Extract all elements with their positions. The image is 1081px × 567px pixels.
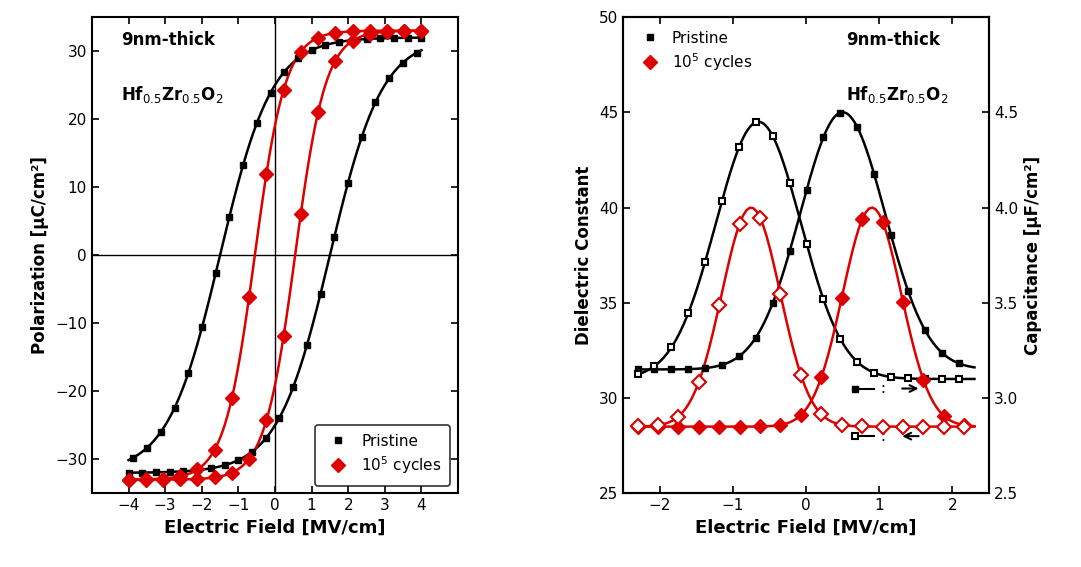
Pristine — [383, 75, 396, 82]
Pristine — [935, 349, 948, 356]
10$^5$ cycles — [958, 422, 971, 429]
10$^5$ cycles — [329, 57, 342, 64]
10$^5$ cycles — [157, 476, 170, 483]
Pristine — [136, 469, 149, 476]
Pristine — [783, 248, 796, 255]
10$^5$ cycles — [294, 210, 307, 217]
X-axis label: Electric Field [MV/cm]: Electric Field [MV/cm] — [164, 519, 386, 537]
10$^5$ cycles — [346, 37, 359, 44]
Text: Hf$_{0.5}$Zr$_{0.5}$O$_2$: Hf$_{0.5}$Zr$_{0.5}$O$_2$ — [121, 84, 224, 105]
10$^5$ cycles — [631, 423, 644, 430]
Pristine — [259, 435, 272, 442]
10$^5$ cycles — [226, 469, 239, 476]
Pristine — [733, 353, 746, 360]
Text: :: : — [876, 429, 885, 443]
Pristine — [245, 448, 258, 455]
Pristine — [884, 232, 897, 239]
10$^5$ cycles — [836, 294, 849, 301]
Pristine — [833, 109, 846, 116]
Line: 10$^5$ cycles: 10$^5$ cycles — [632, 214, 970, 431]
Pristine — [952, 360, 965, 367]
Pristine — [328, 234, 341, 240]
10$^5$ cycles — [692, 423, 705, 430]
Y-axis label: Capacitance [μF/cm²]: Capacitance [μF/cm²] — [1024, 155, 1042, 355]
Pristine — [301, 342, 313, 349]
10$^5$ cycles — [896, 298, 909, 305]
Pristine — [868, 171, 881, 177]
Pristine — [648, 366, 660, 373]
Pristine — [177, 468, 190, 475]
Pristine — [204, 465, 217, 472]
Pristine — [919, 327, 932, 333]
Line: Pristine: Pristine — [635, 109, 962, 373]
10$^5$ cycles — [259, 417, 272, 424]
10$^5$ cycles — [753, 423, 766, 430]
Pristine — [397, 60, 410, 66]
Pristine — [315, 290, 328, 297]
Pristine — [698, 365, 711, 371]
Legend: Pristine, 10$^5$ cycles: Pristine, 10$^5$ cycles — [316, 425, 451, 486]
10$^5$ cycles — [209, 474, 222, 481]
Pristine — [190, 467, 203, 473]
10$^5$ cycles — [672, 423, 685, 430]
10$^5$ cycles — [733, 423, 746, 430]
10$^5$ cycles — [122, 476, 135, 483]
X-axis label: Electric Field [MV/cm]: Electric Field [MV/cm] — [695, 519, 917, 537]
10$^5$ cycles — [311, 109, 324, 116]
Text: 9nm-thick: 9nm-thick — [121, 31, 215, 49]
10$^5$ cycles — [191, 476, 204, 483]
10$^5$ cycles — [652, 423, 665, 430]
10$^5$ cycles — [398, 28, 411, 35]
Pristine — [665, 366, 678, 373]
10$^5$ cycles — [381, 28, 393, 35]
Pristine — [851, 124, 864, 130]
10$^5$ cycles — [277, 333, 290, 340]
Legend: Pristine, 10$^5$ cycles: Pristine, 10$^5$ cycles — [630, 24, 758, 79]
Pristine — [902, 287, 915, 294]
10$^5$ cycles — [815, 374, 828, 380]
Pristine — [149, 469, 162, 476]
10$^5$ cycles — [795, 412, 808, 418]
10$^5$ cycles — [937, 412, 950, 419]
10$^5$ cycles — [415, 27, 428, 34]
Pristine — [122, 469, 135, 476]
Text: :: : — [876, 381, 885, 396]
10$^5$ cycles — [876, 218, 889, 225]
10$^5$ cycles — [712, 423, 725, 430]
10$^5$ cycles — [774, 421, 787, 428]
Line: Pristine: Pristine — [125, 49, 421, 476]
Pristine — [410, 49, 423, 56]
Pristine — [749, 334, 762, 341]
Pristine — [682, 366, 695, 373]
Pristine — [631, 366, 644, 373]
10$^5$ cycles — [363, 31, 376, 37]
10$^5$ cycles — [139, 476, 152, 483]
Text: 9nm-thick: 9nm-thick — [846, 31, 940, 49]
Pristine — [218, 462, 231, 469]
Pristine — [817, 134, 830, 141]
Pristine — [800, 187, 813, 193]
Pristine — [163, 468, 176, 475]
Y-axis label: Dielectric Constant: Dielectric Constant — [575, 166, 593, 345]
Pristine — [766, 299, 779, 306]
Line: 10$^5$ cycles: 10$^5$ cycles — [123, 26, 426, 485]
Pristine — [231, 457, 244, 464]
Pristine — [716, 362, 729, 369]
Pristine — [286, 384, 299, 391]
10$^5$ cycles — [242, 455, 255, 462]
10$^5$ cycles — [856, 216, 869, 223]
Pristine — [272, 414, 285, 421]
Pristine — [342, 179, 355, 186]
Pristine — [369, 99, 382, 106]
10$^5$ cycles — [174, 476, 187, 483]
Text: Hf$_{0.5}$Zr$_{0.5}$O$_2$: Hf$_{0.5}$Zr$_{0.5}$O$_2$ — [846, 84, 949, 105]
Pristine — [356, 134, 369, 141]
10$^5$ cycles — [917, 376, 930, 383]
Y-axis label: Polarization [μC/cm²]: Polarization [μC/cm²] — [31, 156, 50, 354]
